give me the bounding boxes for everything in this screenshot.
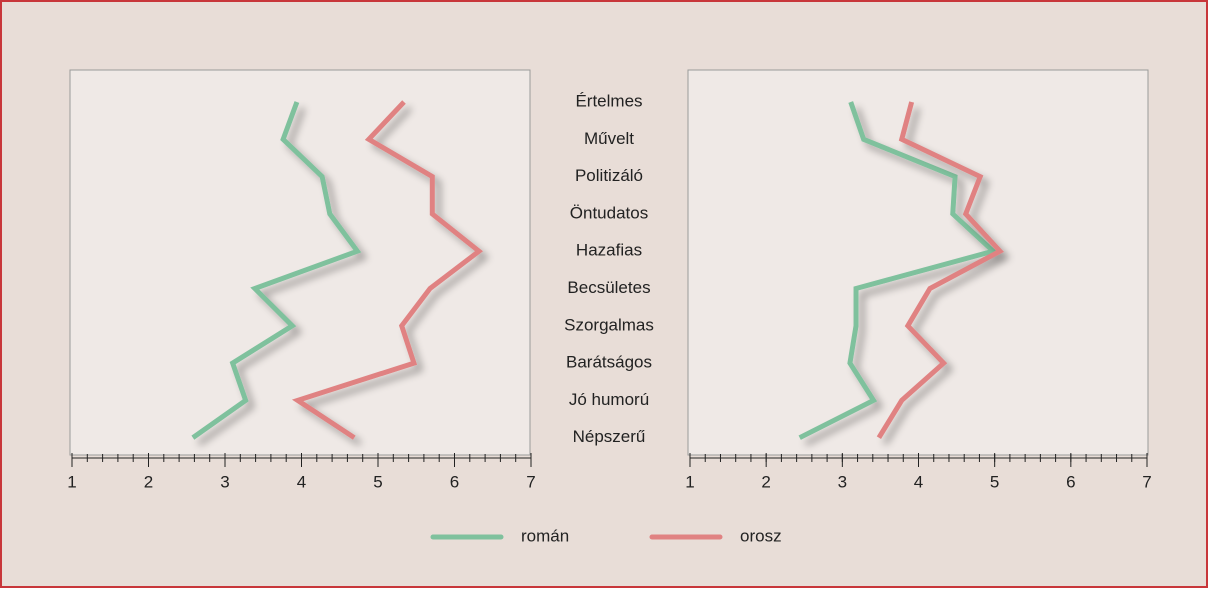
category-label: Értelmes — [575, 91, 642, 110]
category-label: Népszerű — [573, 427, 646, 446]
category-label: Öntudatos — [570, 203, 648, 222]
x-tick-label: 5 — [373, 472, 382, 491]
category-label: Politizáló — [575, 166, 643, 185]
x-tick-label: 1 — [67, 472, 76, 491]
plot-area — [69, 69, 531, 456]
x-tick-label: 7 — [1142, 472, 1151, 491]
category-label: Barátságos — [566, 353, 652, 372]
x-tick-label: 4 — [297, 472, 306, 491]
category-label: Becsületes — [567, 278, 650, 297]
x-tick-label: 2 — [761, 472, 770, 491]
x-tick-label: 7 — [526, 472, 535, 491]
category-label: Szorgalmas — [564, 315, 654, 334]
x-tick-label: 3 — [220, 472, 229, 491]
x-tick-label: 6 — [1066, 472, 1075, 491]
legend-label: orosz — [740, 526, 782, 545]
legend-label: román — [521, 526, 569, 545]
series-line — [876, 101, 1005, 440]
category-label: Hazafias — [576, 241, 642, 260]
category-label: Művelt — [584, 129, 634, 148]
series-line — [798, 101, 999, 440]
x-tick-label: 5 — [990, 472, 999, 491]
x-tick-label: 2 — [144, 472, 153, 491]
x-tick-label: 6 — [450, 472, 459, 491]
x-tick-label: 1 — [685, 472, 694, 491]
category-label: Jó humorú — [569, 390, 649, 409]
x-tick-label: 4 — [914, 472, 923, 491]
plot-area — [687, 69, 1149, 456]
series-line — [291, 100, 484, 440]
x-tick-label: 3 — [838, 472, 847, 491]
series-line — [191, 101, 362, 440]
